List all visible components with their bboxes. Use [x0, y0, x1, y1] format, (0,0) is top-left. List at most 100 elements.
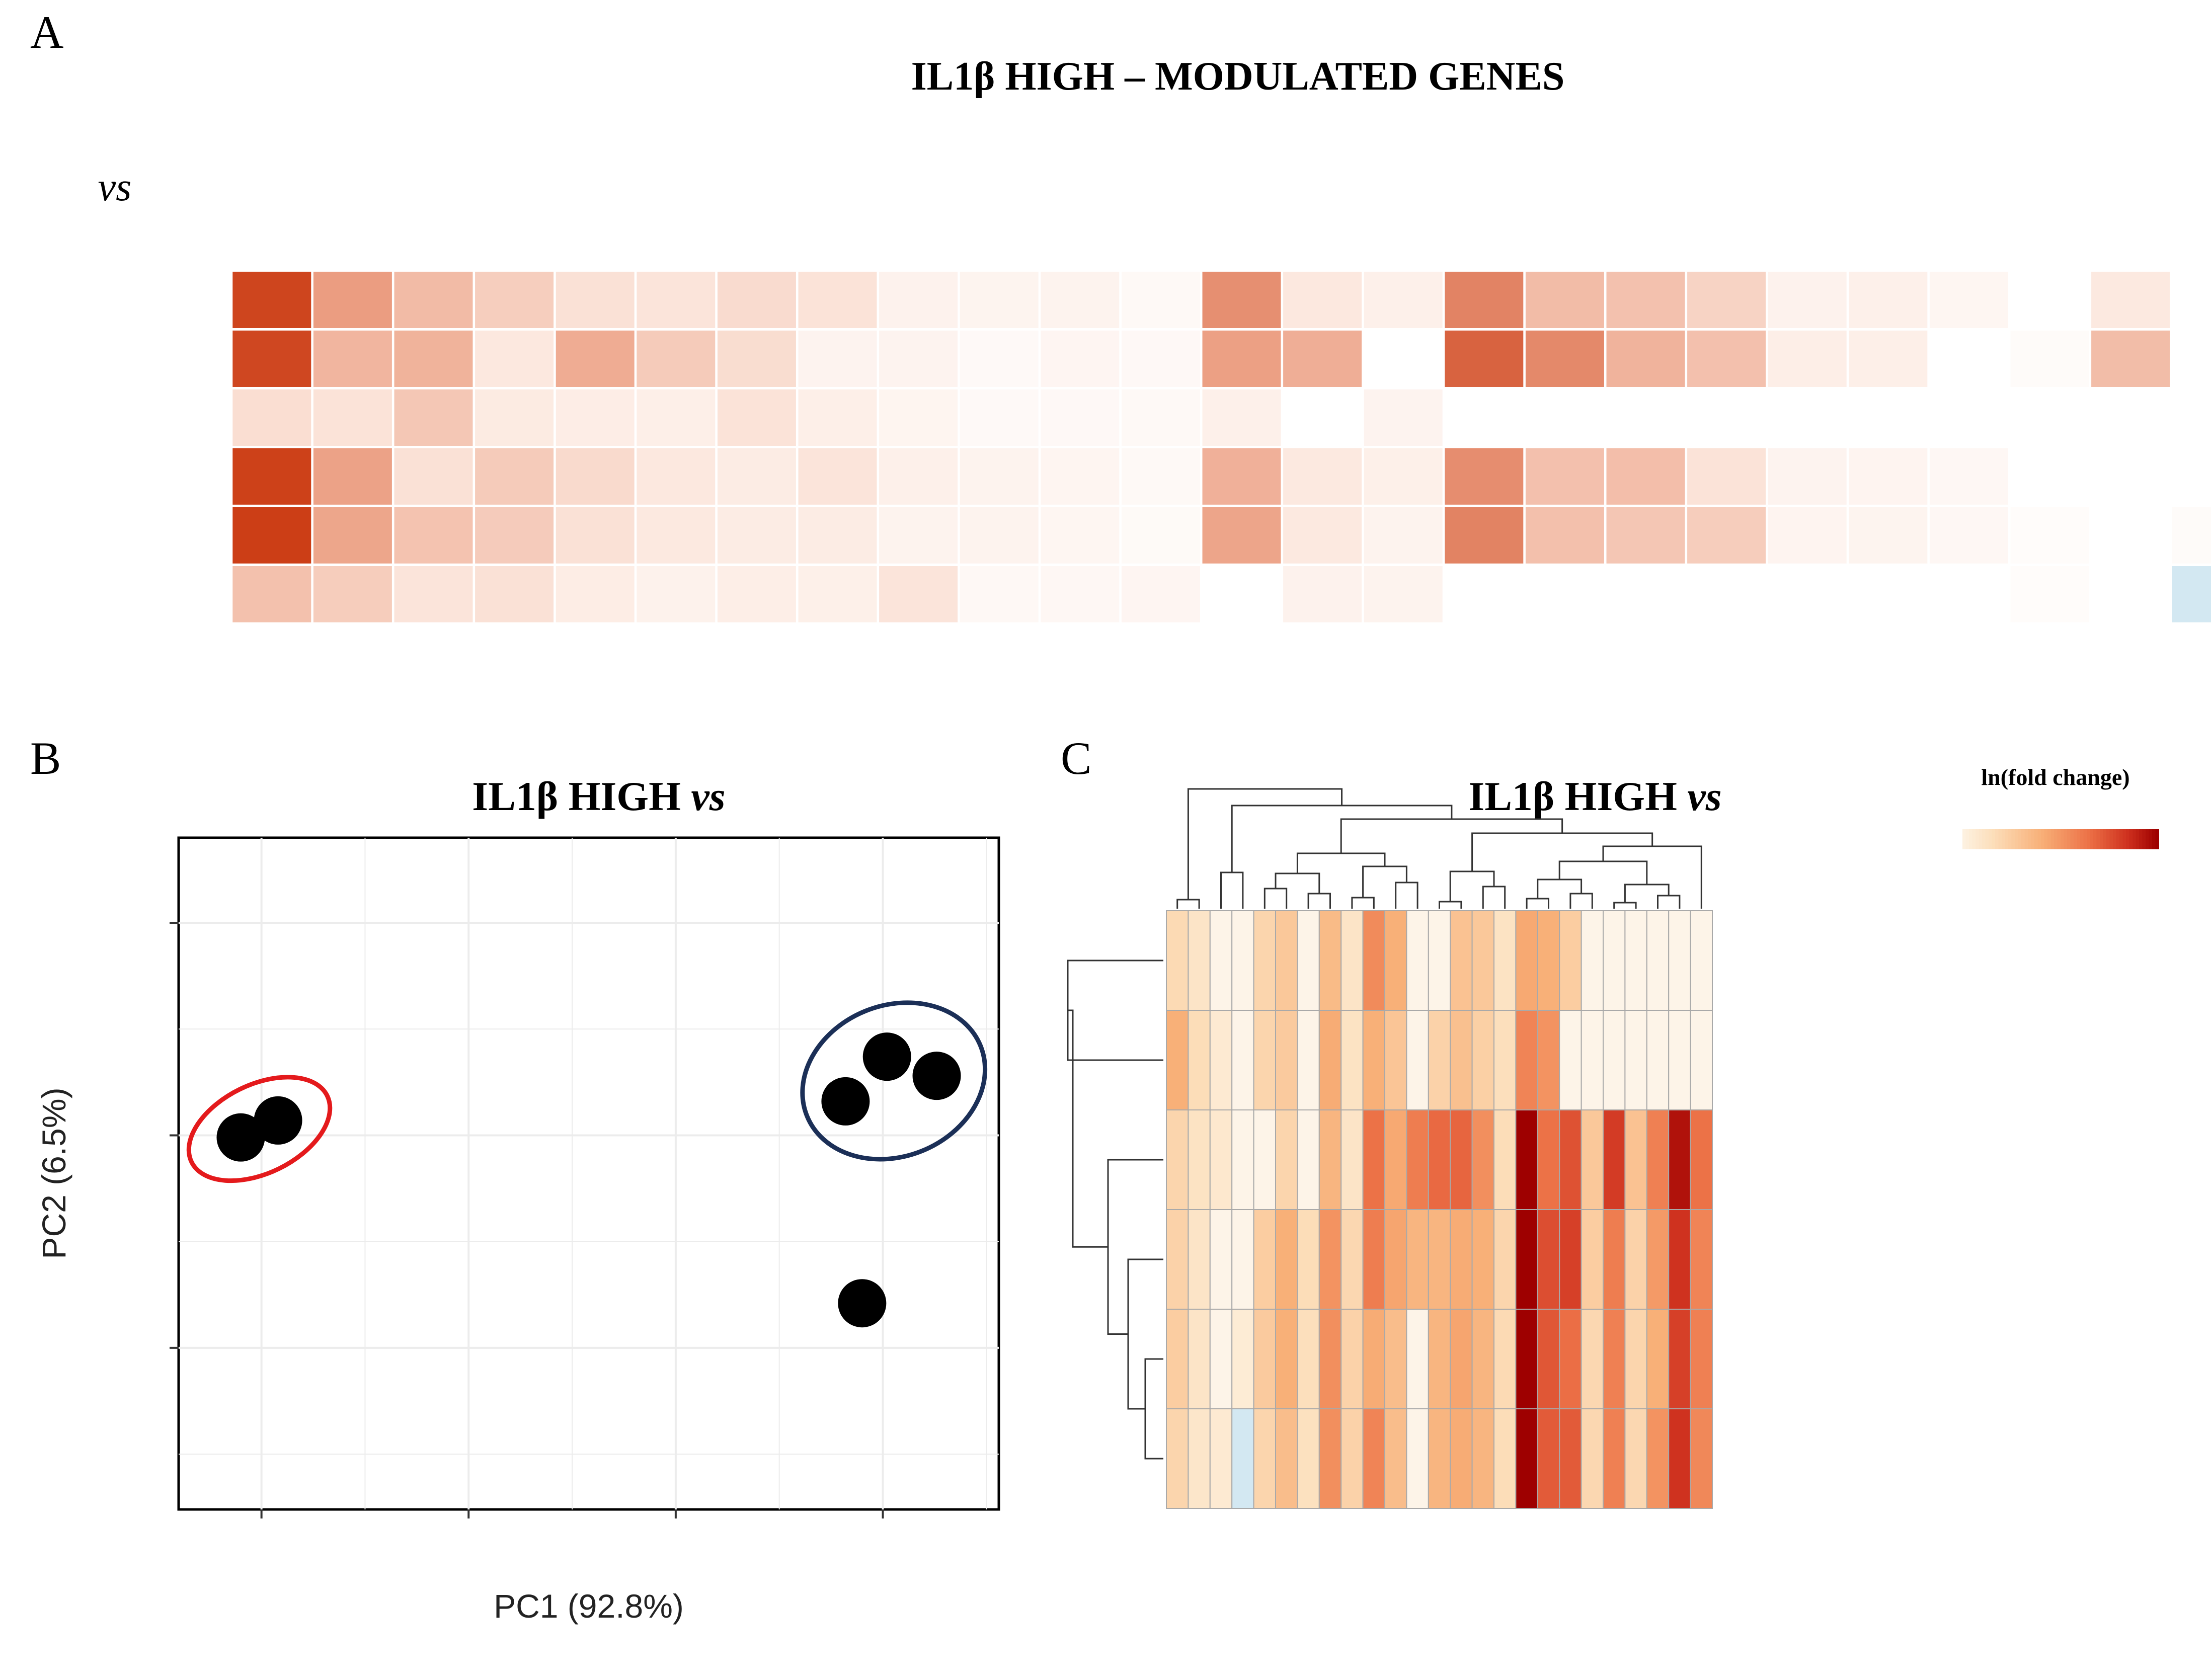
table-cell — [637, 507, 716, 564]
table-cell — [2172, 389, 2211, 446]
table-cell — [1202, 448, 1281, 505]
heatmap-cell — [1318, 1010, 1342, 1110]
heatmap-cell — [1231, 1010, 1254, 1110]
dendrogram-branch — [1296, 852, 1386, 873]
heatmap-cell — [1297, 1109, 1320, 1210]
heatmap-cell — [1362, 1209, 1386, 1310]
table-cell — [556, 272, 635, 328]
heatmap-cell — [1537, 1408, 1560, 1509]
heatmap-cell — [1188, 910, 1211, 1011]
heatmap-cell — [1471, 1309, 1495, 1409]
heatmap-cell — [1188, 1109, 1211, 1210]
heatmap-cell — [1646, 910, 1670, 1011]
heatmap-cell — [1537, 1109, 1560, 1210]
table-cell — [1687, 448, 1766, 505]
heatmap-cell — [1428, 1309, 1451, 1409]
heatmap-cell — [1275, 910, 1298, 1011]
legend-swatch — [2136, 829, 2140, 849]
table-cell — [2091, 448, 2170, 505]
heatmap-cell — [1624, 1209, 1647, 1310]
heatmap-cell — [1340, 910, 1364, 1011]
pca-y-axis-label: PC2 (6.5%) — [35, 1087, 72, 1259]
table-cell — [556, 507, 635, 564]
legend-swatch — [1979, 829, 1983, 849]
dendrogram-branch — [1275, 872, 1320, 894]
table-cell — [879, 448, 958, 505]
heatmap-cell — [1275, 1408, 1298, 1509]
dendrogram-branch — [1176, 899, 1200, 909]
table-cell — [2091, 566, 2170, 622]
dendrogram-branch — [1264, 888, 1288, 909]
heatmap-cell — [1406, 1408, 1429, 1509]
table-cell — [1929, 566, 2008, 622]
heatmap-cell — [1406, 1109, 1429, 1210]
heatmap-cell — [1493, 1408, 1517, 1509]
data-point — [912, 1052, 961, 1100]
dendrogram-branch — [1558, 860, 1648, 885]
table-cell — [1121, 331, 1200, 387]
heatmap-cell — [1318, 1309, 1342, 1409]
table-cell — [960, 448, 1039, 505]
legend-swatch — [1982, 829, 1986, 849]
heatmap-cell — [1318, 910, 1342, 1011]
dendrogram-branch — [1537, 878, 1583, 899]
table-cell — [475, 331, 554, 387]
heatmap-cell — [1690, 1109, 1713, 1210]
legend-swatch — [2047, 829, 2051, 849]
heatmap-cell — [1450, 1109, 1473, 1210]
table-cell — [1202, 389, 1281, 446]
table-cell — [475, 272, 554, 328]
heatmap-cell — [1581, 910, 1604, 1011]
heatmap-color-legend — [1962, 829, 2159, 849]
table-cell — [475, 507, 554, 564]
dendrogram-branch — [1307, 893, 1331, 909]
heatmap-cell — [1515, 1408, 1538, 1509]
heatmap-cell — [1493, 1209, 1517, 1310]
table-cell — [1364, 507, 1443, 564]
table-cell — [232, 566, 311, 622]
dendrogram-branch — [1395, 882, 1418, 909]
table-cell — [2172, 272, 2211, 328]
table-cell — [313, 389, 392, 446]
table-cell — [637, 331, 716, 387]
heatmap-cell — [1493, 1309, 1517, 1409]
heatmap-cell — [1450, 1209, 1473, 1310]
heatmap-cell — [1450, 910, 1473, 1011]
table-cell — [1687, 507, 1766, 564]
legend-swatch — [2133, 829, 2137, 849]
table-cell — [1121, 389, 1200, 446]
table-cell — [1849, 331, 1928, 387]
legend-swatch — [1989, 829, 1993, 849]
table-cell — [1283, 331, 1362, 387]
heatmap-cell — [1362, 1309, 1386, 1409]
group-ellipse-navy — [800, 1000, 988, 1162]
table-cell — [232, 389, 311, 446]
heatmap-cell — [1231, 1209, 1254, 1310]
table-cell — [1121, 272, 1200, 328]
heatmap-cell — [1209, 1010, 1233, 1110]
heatmap-cell — [1209, 1109, 1233, 1210]
heatmap-cell — [1297, 1309, 1320, 1409]
legend-swatch — [1976, 829, 1980, 849]
heatmap-cell — [1690, 1408, 1713, 1509]
table-cell — [960, 566, 1039, 622]
heatmap-cells — [1166, 910, 1713, 1509]
heatmap-cell — [1275, 1309, 1298, 1409]
table-cell — [637, 272, 716, 328]
table-cell — [1041, 331, 1120, 387]
table-cell — [1283, 389, 1362, 446]
heatmap-cell — [1493, 910, 1517, 1011]
table-cell — [717, 448, 796, 505]
legend-swatch — [1962, 829, 1966, 849]
heatmap-cell — [1384, 1309, 1407, 1409]
legend-swatch — [2126, 829, 2130, 849]
heatmap-cell — [1668, 1408, 1691, 1509]
table-cell — [798, 566, 877, 622]
table-cell — [232, 272, 311, 328]
table-cell — [879, 507, 958, 564]
heatmap-title-vs: vs — [1687, 773, 1721, 819]
table-cell — [1687, 331, 1766, 387]
heatmap-cell — [1209, 1408, 1233, 1509]
table-cell — [556, 389, 635, 446]
